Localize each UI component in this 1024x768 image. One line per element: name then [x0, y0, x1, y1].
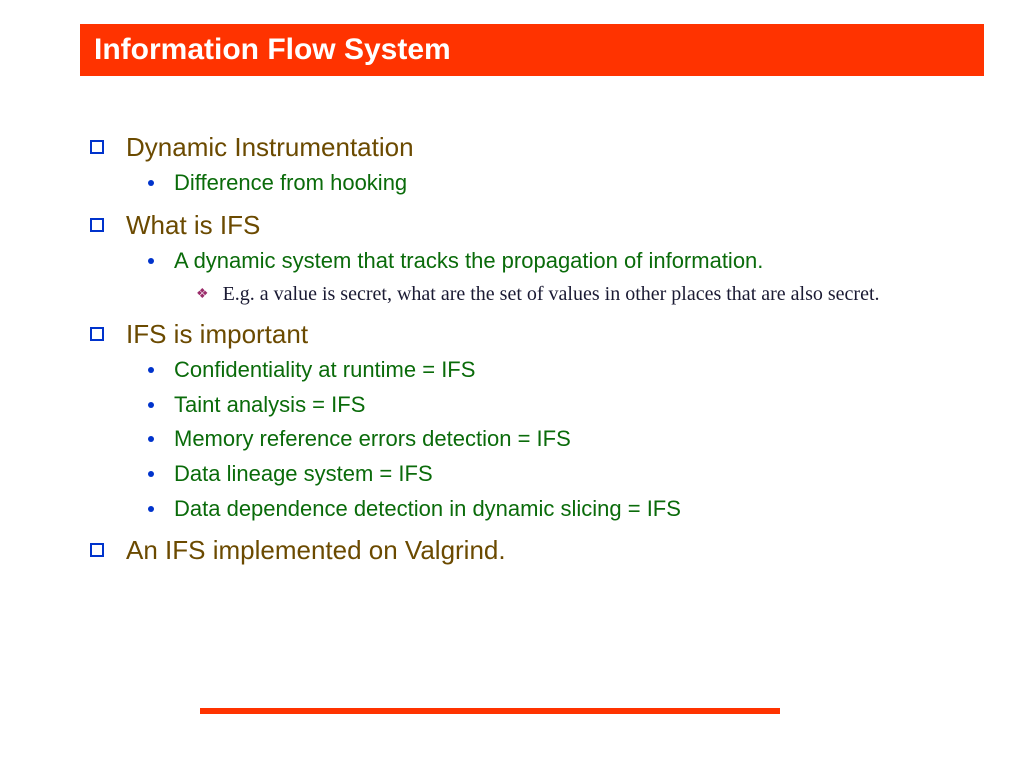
bottom-divider [200, 708, 780, 714]
square-bullet-icon [90, 543, 104, 557]
list-item-text: An IFS implemented on Valgrind. [126, 535, 506, 566]
list-item-text: Dynamic Instrumentation [126, 132, 414, 163]
diamond-bullet-icon: ❖ [196, 285, 209, 302]
list-item: Data lineage system = IFS [148, 460, 974, 489]
list-item: ❖ E.g. a value is secret, what are the s… [196, 281, 974, 307]
list-item: Taint analysis = IFS [148, 391, 974, 420]
dot-bullet-icon [148, 367, 154, 373]
dot-bullet-icon [148, 402, 154, 408]
dot-bullet-icon [148, 180, 154, 186]
dot-bullet-icon [148, 436, 154, 442]
list-item-text: Taint analysis = IFS [174, 391, 365, 420]
dot-bullet-icon [148, 471, 154, 477]
list-item-text: IFS is important [126, 319, 308, 350]
dot-bullet-icon [148, 506, 154, 512]
slide-title: Information Flow System [94, 33, 451, 67]
list-item: Dynamic Instrumentation [90, 132, 974, 163]
list-item: Difference from hooking [148, 169, 974, 198]
list-item: Data dependence detection in dynamic sli… [148, 495, 974, 524]
list-item: An IFS implemented on Valgrind. [90, 535, 974, 566]
list-item: Confidentiality at runtime = IFS [148, 356, 974, 385]
square-bullet-icon [90, 327, 104, 341]
list-item: Memory reference errors detection = IFS [148, 425, 974, 454]
list-item-text: E.g. a value is secret, what are the set… [223, 281, 880, 307]
slide-title-bar: Information Flow System [80, 24, 984, 76]
list-item-text: Data dependence detection in dynamic sli… [174, 495, 681, 524]
square-bullet-icon [90, 140, 104, 154]
square-bullet-icon [90, 218, 104, 232]
list-item-text: What is IFS [126, 210, 260, 241]
list-item-text: Difference from hooking [174, 169, 407, 198]
list-item-text: Data lineage system = IFS [174, 460, 433, 489]
dot-bullet-icon [148, 258, 154, 264]
list-item-text: Confidentiality at runtime = IFS [174, 356, 475, 385]
list-item: A dynamic system that tracks the propaga… [148, 247, 974, 276]
list-item: What is IFS [90, 210, 974, 241]
list-item-text: A dynamic system that tracks the propaga… [174, 247, 763, 276]
slide-content: Dynamic Instrumentation Difference from … [90, 120, 974, 572]
list-item: IFS is important [90, 319, 974, 350]
list-item-text: Memory reference errors detection = IFS [174, 425, 571, 454]
